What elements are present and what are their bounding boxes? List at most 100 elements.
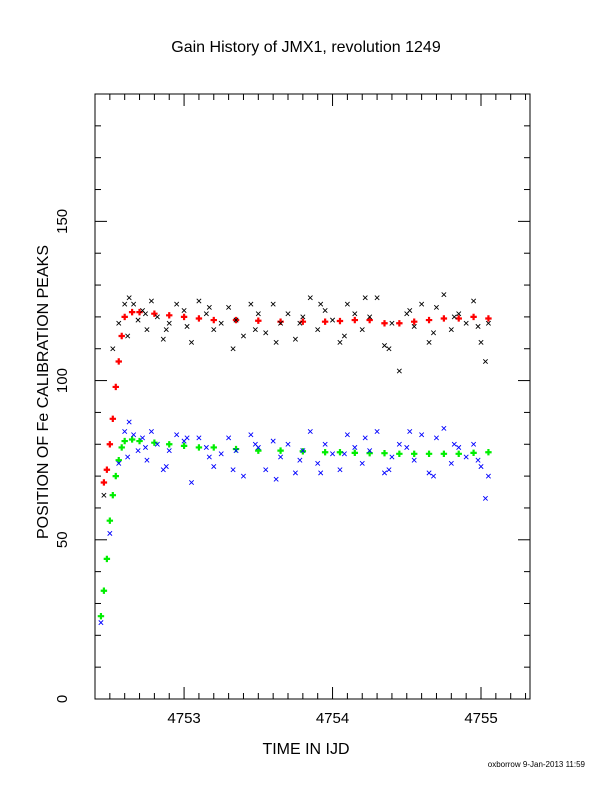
data-point <box>318 470 324 476</box>
data-point <box>181 308 187 314</box>
data-point <box>374 429 380 435</box>
data-point <box>430 330 437 336</box>
data-point <box>128 436 136 443</box>
data-point <box>451 314 457 320</box>
y-axis-label: POSITION OF Fe CALIBRATION PEAKS <box>35 245 52 539</box>
data-point <box>297 320 303 326</box>
data-point <box>307 295 313 301</box>
series-3 <box>98 419 491 626</box>
data-point <box>448 327 454 333</box>
data-point <box>430 473 437 479</box>
data-point <box>475 457 481 463</box>
data-point <box>255 317 262 324</box>
data-point <box>456 444 462 450</box>
data-point <box>118 332 125 340</box>
data-point <box>196 298 202 304</box>
data-point <box>255 311 261 317</box>
data-point <box>106 517 114 524</box>
data-point <box>440 450 448 458</box>
data-point <box>396 320 403 327</box>
data-point <box>109 492 117 499</box>
data-point <box>188 479 195 485</box>
data-point <box>451 441 457 447</box>
data-point <box>433 435 439 441</box>
data-point <box>344 432 350 438</box>
data-point <box>184 323 190 329</box>
data-point <box>485 449 492 456</box>
data-point <box>411 457 417 463</box>
data-point <box>315 327 321 333</box>
data-point <box>307 429 313 435</box>
data-point <box>122 429 128 435</box>
y-tick-label: 100 <box>54 368 71 393</box>
data-point <box>482 358 488 364</box>
data-point <box>174 301 180 307</box>
data-point <box>359 460 365 466</box>
data-point <box>135 317 141 323</box>
data-point <box>136 308 143 316</box>
data-point <box>482 495 488 501</box>
data-point <box>126 295 132 301</box>
data-point <box>367 448 373 454</box>
data-point <box>195 315 203 322</box>
data-point <box>240 333 246 339</box>
data-point <box>485 473 491 479</box>
data-point <box>441 425 447 431</box>
data-point <box>389 320 395 326</box>
data-point <box>475 323 481 329</box>
data-point <box>118 444 125 451</box>
data-point <box>396 368 402 374</box>
data-point <box>144 327 150 333</box>
data-point <box>426 339 432 345</box>
data-point <box>232 445 240 453</box>
data-point <box>166 448 172 454</box>
data-point <box>115 358 122 365</box>
data-point <box>330 451 336 457</box>
x-tick-label: 4753 <box>167 710 200 727</box>
data-point <box>386 467 392 473</box>
data-point <box>441 292 447 298</box>
data-point <box>407 308 413 314</box>
data-point <box>248 432 254 438</box>
y-axis-ticks <box>95 93 530 700</box>
data-point <box>297 457 303 463</box>
data-point <box>139 435 146 441</box>
data-point <box>135 448 141 454</box>
plot-frame <box>94 93 531 700</box>
data-point <box>433 304 439 310</box>
data-point <box>226 435 232 441</box>
data-point <box>351 316 359 324</box>
y-tick-label: 150 <box>54 209 71 234</box>
data-point <box>210 444 217 451</box>
data-point <box>116 460 122 466</box>
data-point <box>374 295 380 301</box>
data-point <box>426 470 432 476</box>
data-point <box>131 432 137 438</box>
data-point <box>112 383 119 391</box>
data-point <box>292 336 298 342</box>
data-point <box>277 318 284 325</box>
data-point <box>166 320 172 326</box>
data-point <box>126 419 132 425</box>
data-point <box>463 454 469 460</box>
data-point <box>151 310 158 317</box>
data-point <box>270 438 276 444</box>
data-point <box>230 467 236 473</box>
data-point <box>180 313 188 321</box>
data-point <box>285 441 291 447</box>
x-tick-label: 4754 <box>316 710 349 727</box>
data-point <box>203 444 209 450</box>
data-point <box>330 317 336 323</box>
data-point <box>233 448 239 454</box>
x-axis-label: TIME IN IJD <box>262 741 349 758</box>
data-point <box>100 479 108 486</box>
data-point <box>128 308 136 316</box>
data-point <box>218 451 224 457</box>
data-point <box>233 317 239 323</box>
data-point <box>121 313 128 321</box>
data-point <box>252 327 258 333</box>
data-point <box>154 441 160 447</box>
data-point <box>116 320 122 326</box>
data-series-layer <box>97 292 492 626</box>
